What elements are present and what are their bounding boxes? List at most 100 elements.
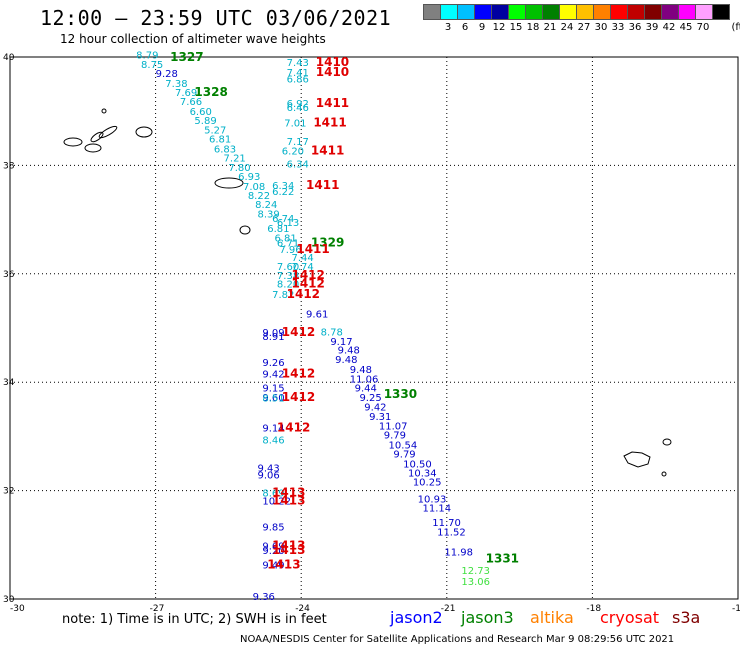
wave-height-label: 9.79: [393, 450, 415, 461]
wave-height-label: 8.78: [321, 328, 343, 339]
satellite-jason3: jason3: [461, 608, 514, 627]
pass-number-label: 1331: [486, 552, 519, 566]
graticule: [10, 57, 738, 599]
wave-height-label: 7.43: [287, 58, 309, 69]
pass-number-label: 1412: [291, 268, 324, 282]
pass-number-label: 1412: [282, 390, 315, 404]
pass-number-label: 1327: [170, 50, 203, 64]
wave-height-label: 7.21: [224, 154, 246, 165]
footer-credit: NOAA/NESDIS Center for Satellite Applica…: [240, 634, 675, 645]
wave-height-label: 9.17: [330, 337, 352, 348]
pass-number-label: 1411: [313, 115, 346, 129]
wave-height-label: 8.75: [141, 60, 163, 71]
wave-height-label: 7.96: [279, 245, 301, 256]
wave-height-label: 9.20: [262, 546, 284, 557]
legend-label: 21: [543, 22, 557, 33]
wave-height-label: 10.54: [389, 440, 418, 451]
wave-height-label: 9.48: [335, 355, 357, 366]
island-sao-jorge: [98, 125, 118, 139]
wave-height-label: 7.38: [277, 271, 299, 282]
pass-number-label: 1412: [287, 287, 320, 301]
wave-height-label: 11.98: [444, 548, 473, 559]
island-terceira: [135, 126, 153, 138]
wave-height-label: 6.22: [272, 187, 294, 198]
wave-height-label: 6.92: [287, 99, 309, 110]
legend-label: 15: [509, 22, 523, 33]
wave-height-label: 9.09: [262, 328, 284, 339]
wave-height-label: 5.89: [194, 116, 216, 127]
satellite-s3a: s3a: [672, 608, 701, 627]
wave-height-label: 9.36: [253, 592, 275, 603]
wave-height-label: 12.73: [461, 566, 490, 577]
pass-number-label: 1411: [316, 96, 349, 110]
wave-height-label: 11.14: [423, 504, 452, 515]
wave-height-label: 7.80: [228, 163, 250, 174]
pass-number-label: 1410: [316, 65, 349, 79]
wave-height-label: 5.27: [204, 125, 226, 136]
longitude-tick-label: -21: [441, 604, 456, 614]
wave-height-label: 9.14: [262, 424, 284, 435]
pass-number-label: 1412: [277, 421, 310, 435]
legend-label: 18: [526, 22, 540, 33]
longitude-tick-label: -27: [150, 604, 165, 614]
wave-height-label: 6.71: [277, 239, 299, 250]
legend-label: 6: [461, 22, 469, 33]
wave-height-label: 13.06: [461, 577, 490, 588]
pass-number-label: 1328: [194, 85, 227, 99]
latitude-tick-label: 40: [3, 53, 15, 63]
latitude-tick-label: 38: [3, 161, 15, 171]
latitude-tick-label: 34: [3, 378, 15, 388]
units-note: note: 1) Time is in UTC; 2) SWH is in fe…: [62, 612, 327, 627]
legend-label: 42: [662, 22, 676, 33]
wave-height-label: 6.60: [190, 107, 212, 118]
pass-number-label: 1412: [282, 366, 315, 380]
wave-height-label: 11.07: [379, 421, 408, 432]
wave-height-label: 7.82: [272, 290, 294, 301]
wave-height-label: 6.46: [287, 103, 309, 114]
latitude-tick-label: 32: [3, 487, 14, 497]
legend-label: 70: [696, 22, 710, 33]
pass-number-label: 1413: [272, 494, 305, 508]
wave-height-label: 9.49: [262, 561, 284, 572]
wave-height-label: 6.13: [277, 218, 299, 229]
island-santa-maria: [239, 225, 251, 235]
wave-height-label: 8.91: [262, 332, 284, 343]
map-title: 12:00 — 23:59 UTC 03/06/2021: [40, 6, 392, 30]
legend-label: 9: [478, 22, 486, 33]
legend-label: 36: [628, 22, 642, 33]
latitude-tick-label: 36: [3, 270, 15, 280]
axis-labels: -30 -27 -24 -21 -18 -15 40 38 36 34 32 30: [3, 53, 740, 614]
wave-height-label: 8.22: [248, 191, 270, 202]
pass-number-label: 1413: [272, 543, 305, 557]
wave-height-label: 11.70: [432, 518, 461, 529]
wave-height-label: 6.34: [287, 160, 309, 171]
wave-height-label: 8.51: [262, 394, 284, 405]
wave-height-label: 9.28: [156, 69, 178, 80]
wave-height-label: 11.52: [437, 528, 466, 539]
legend-label: 24: [560, 22, 574, 33]
island-graciosa: [90, 131, 104, 143]
pass-number-label: 1412: [282, 325, 315, 339]
wave-height-label: 7.41: [287, 68, 309, 79]
wave-height-label: 9.31: [369, 412, 391, 423]
pass-number-label: 1330: [384, 387, 417, 401]
pass-number-label: 1410: [316, 55, 349, 69]
wave-height-label: 9.15: [262, 383, 284, 394]
azores-islands: [63, 108, 672, 477]
wave-height-label: 9.79: [384, 431, 406, 442]
wave-height-label: 11.06: [350, 375, 379, 386]
wave-height-label: 9.69: [262, 542, 284, 553]
wave-height-label: 8.39: [258, 209, 280, 220]
pass-number-label: 1413: [267, 558, 300, 572]
pass-number-label: 1411: [296, 242, 329, 256]
wave-height-label: 6.20: [282, 147, 304, 158]
wave-height-label: 7.08: [243, 182, 265, 193]
pass-number-label: 1412: [291, 276, 324, 290]
pass-number-label: 1413: [272, 486, 305, 500]
longitude-tick-label: -24: [295, 604, 310, 614]
wave-height-label: 7.38: [165, 79, 187, 90]
wave-height-label: 7.74: [291, 262, 313, 273]
wave-height-label: 6.81: [267, 224, 289, 235]
wave-height-label: 9.48: [350, 365, 372, 376]
